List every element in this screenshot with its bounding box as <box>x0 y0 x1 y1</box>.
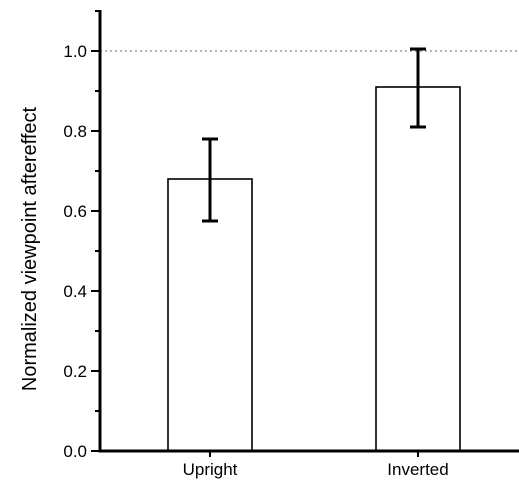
y-tick-label: 0.0 <box>63 442 87 461</box>
y-tick-label: 0.8 <box>63 122 87 141</box>
bar-upright <box>167 178 253 452</box>
plot-area: Upright Inverted 0.0 0.2 0.4 0.6 0.8 1.0 <box>63 10 519 479</box>
x-tick-label-inverted: Inverted <box>387 460 448 479</box>
y-axis-title: Normalized viewpoint aftereffect <box>19 106 41 391</box>
y-tick-label: 1.0 <box>63 42 87 61</box>
y-tick-label: 0.6 <box>63 202 87 221</box>
y-tick-label: 0.2 <box>63 362 87 381</box>
bar-inverted <box>375 86 461 452</box>
y-tick-label: 0.4 <box>63 282 87 301</box>
x-tick-label-upright: Upright <box>183 460 238 479</box>
